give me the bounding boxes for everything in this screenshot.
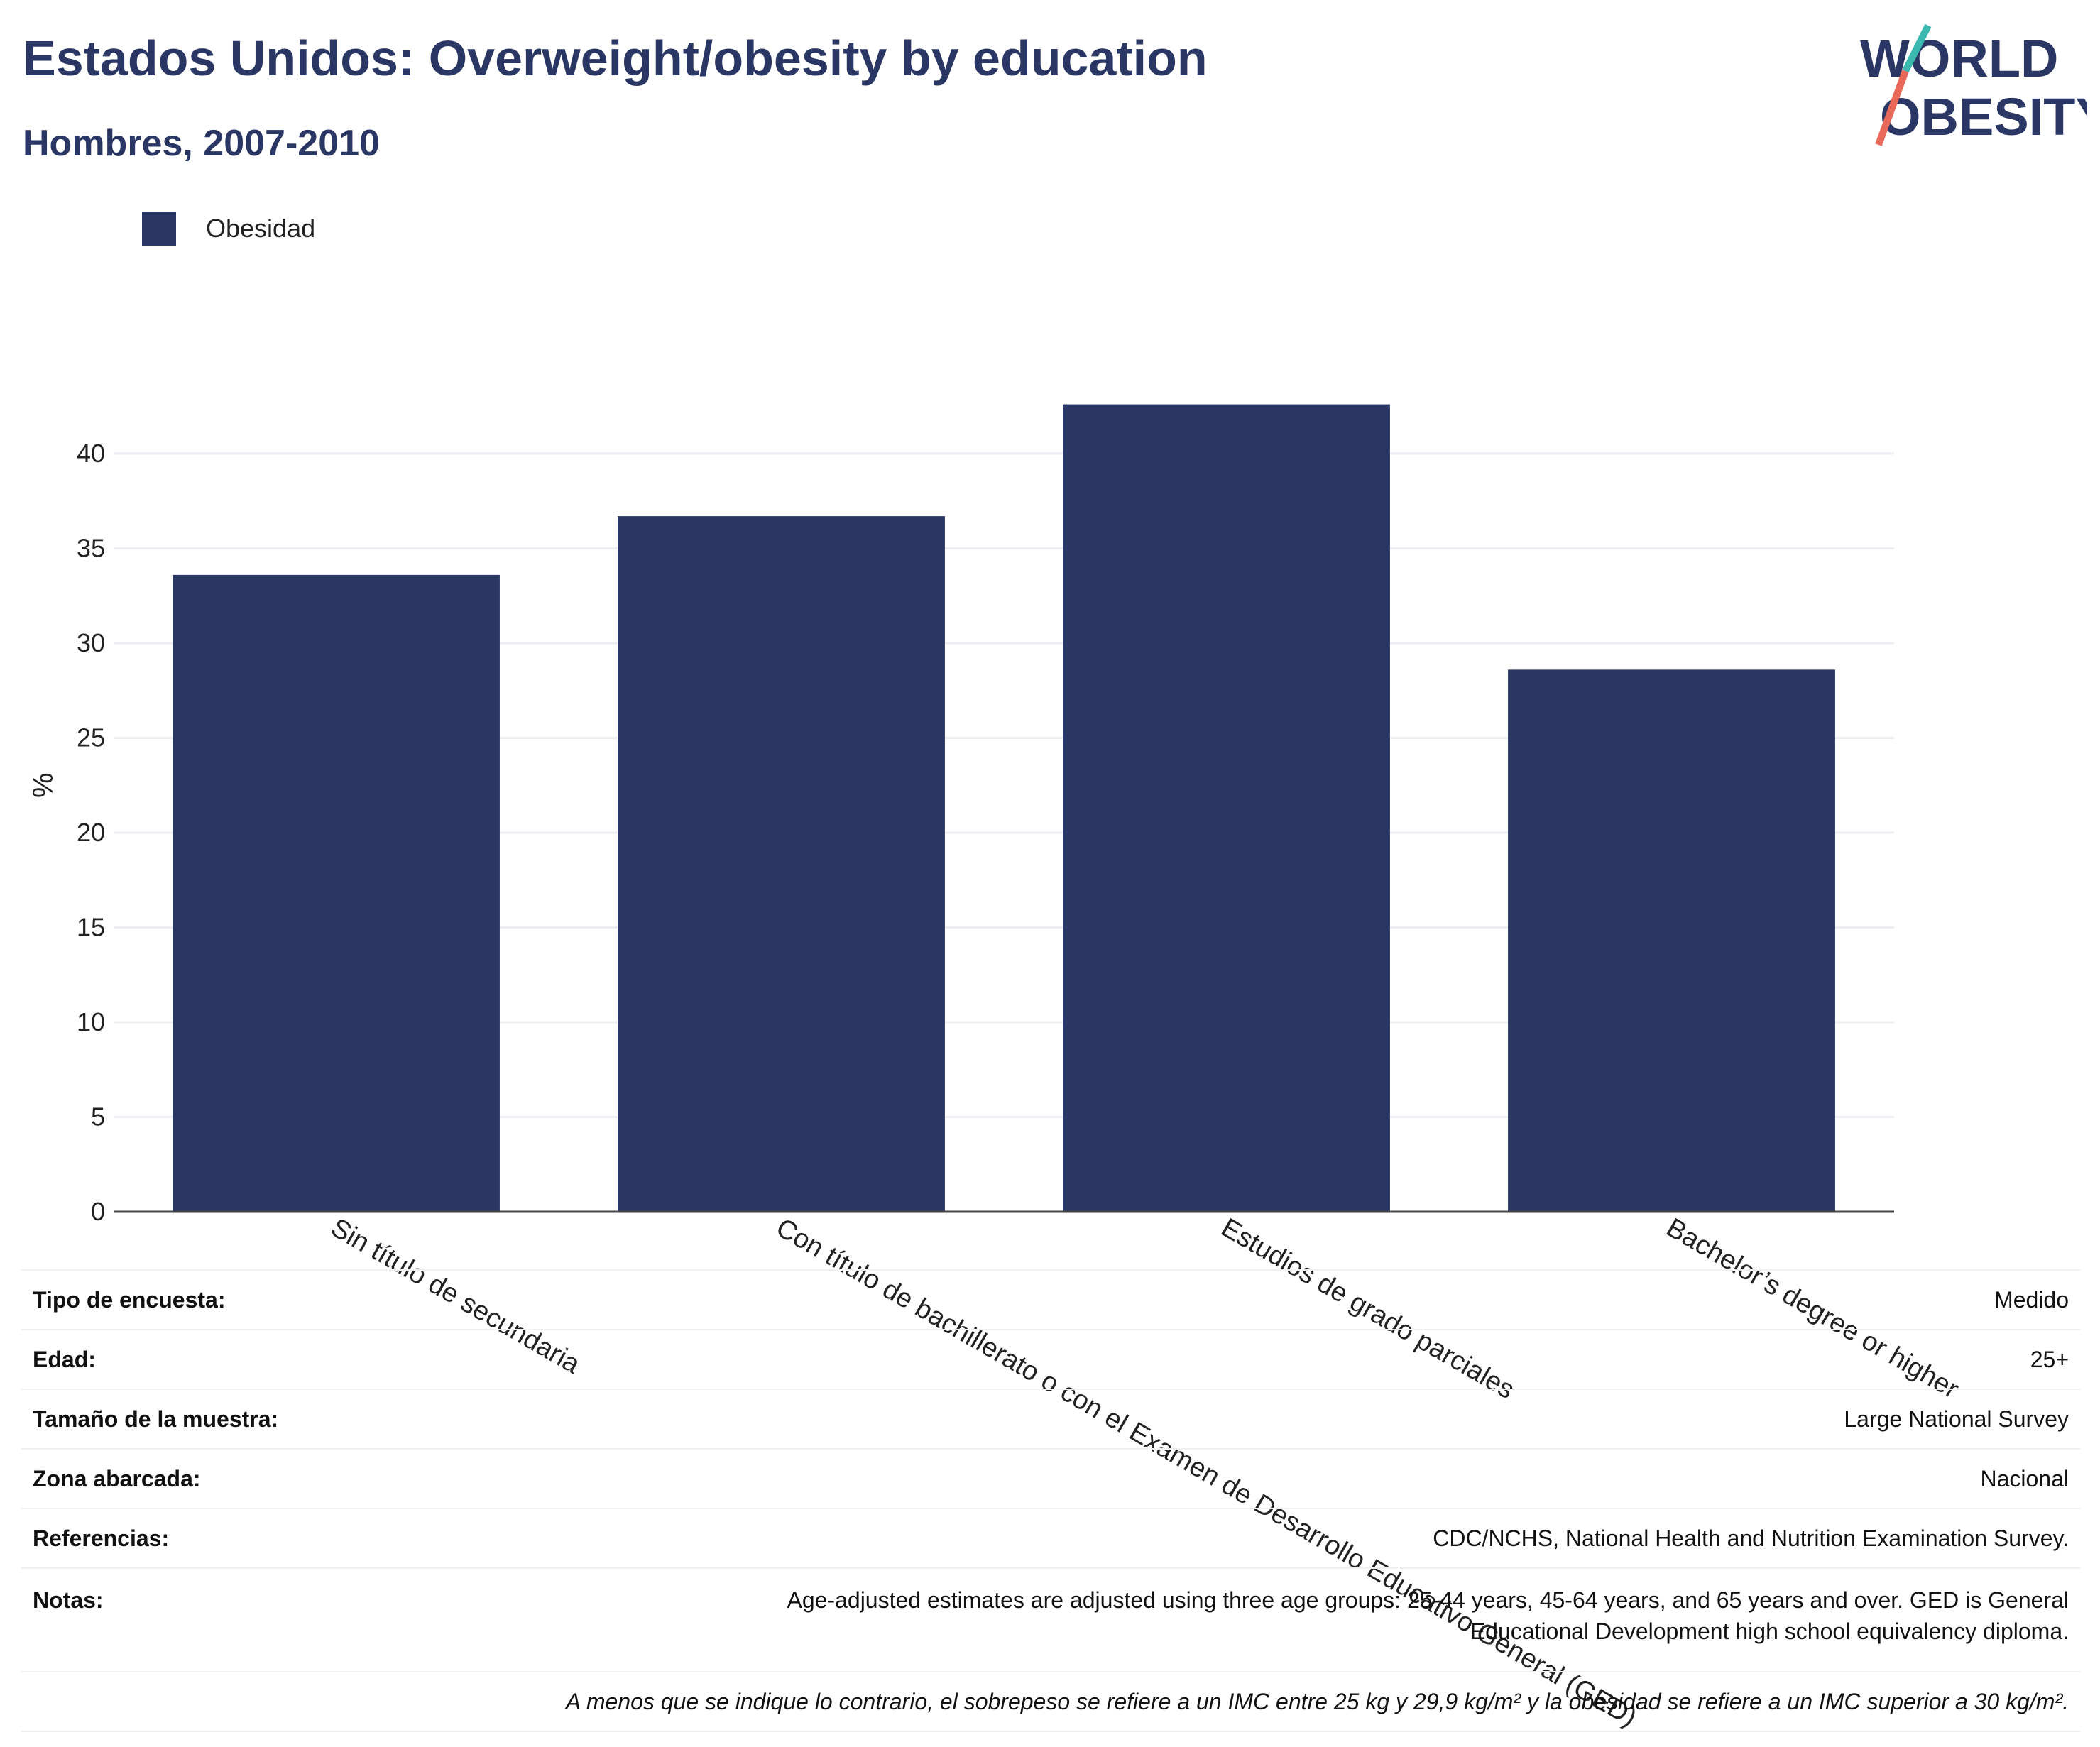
info-value: CDC/NCHS, National Health and Nutrition … <box>399 1508 2080 1568</box>
y-tick-label: 0 <box>91 1197 105 1226</box>
logo-red-slash <box>1875 70 1909 146</box>
y-tick-label: 30 <box>77 628 105 657</box>
y-axis-label: % <box>28 772 59 798</box>
info-row-references: Referencias: CDC/NCHS, National Health a… <box>21 1508 2080 1568</box>
bar-2 <box>618 516 945 1212</box>
info-row-survey-type: Tipo de encuesta: Medido <box>21 1269 2080 1330</box>
info-label: Tipo de encuesta: <box>21 1269 399 1330</box>
info-row-notes: Notas: Age-adjusted estimates are adjust… <box>21 1567 2080 1672</box>
y-tick-label: 5 <box>91 1102 105 1132</box>
survey-info-table: Tipo de encuesta: Medido Edad: 25+ Tamañ… <box>21 1269 2080 1732</box>
world-obesity-logo: WORLD OBESITY <box>1860 23 2087 146</box>
info-value: Nacional <box>399 1448 2080 1508</box>
info-row-age: Edad: 25+ <box>21 1329 2080 1389</box>
logo-text-world: WORLD <box>1860 29 2059 88</box>
y-tick-label: 20 <box>77 818 105 847</box>
y-tick-label: 40 <box>77 439 105 468</box>
info-row-area: Zona abarcada: Nacional <box>21 1448 2080 1508</box>
info-label: Tamaño de la muestra: <box>21 1389 399 1449</box>
info-value: Medido <box>399 1269 2080 1330</box>
info-label: Notas: <box>21 1567 399 1672</box>
bar-4 <box>1508 669 1835 1212</box>
info-label: Edad: <box>21 1329 399 1389</box>
notes-line-2: Educational Development high school equi… <box>1470 1619 2069 1644</box>
footnote: A menos que se indique lo contrario, el … <box>21 1671 2080 1732</box>
info-value: 25+ <box>399 1329 2080 1389</box>
info-value: Age-adjusted estimates are adjusted usin… <box>399 1567 2080 1672</box>
y-tick-label: 10 <box>77 1007 105 1036</box>
y-tick-label: 35 <box>77 534 105 563</box>
page-subtitle: Hombres, 2007-2010 <box>23 123 380 164</box>
info-value: Large National Survey <box>399 1389 2080 1449</box>
info-row-sample-size: Tamaño de la muestra: Large National Sur… <box>21 1389 2080 1449</box>
page-title: Estados Unidos: Overweight/obesity by ed… <box>23 31 1208 86</box>
info-row-footnote: A menos que se indique lo contrario, el … <box>21 1671 2080 1732</box>
logo-text-obesity: OBESITY <box>1880 87 2087 146</box>
legend-label-obesidad: Obesidad <box>206 214 316 243</box>
logo-teal-slash <box>1902 23 1932 73</box>
bar-1 <box>173 574 500 1212</box>
notes-line-1: Age-adjusted estimates are adjusted usin… <box>787 1587 2069 1613</box>
bar-3 <box>1063 404 1390 1212</box>
info-label: Zona abarcada: <box>21 1448 399 1508</box>
chart-legend: Obesidad <box>142 212 315 246</box>
y-tick-label: 15 <box>77 913 105 942</box>
legend-swatch-obesidad <box>142 212 176 246</box>
info-label: Referencias: <box>21 1508 399 1568</box>
y-tick-label: 25 <box>77 723 105 752</box>
